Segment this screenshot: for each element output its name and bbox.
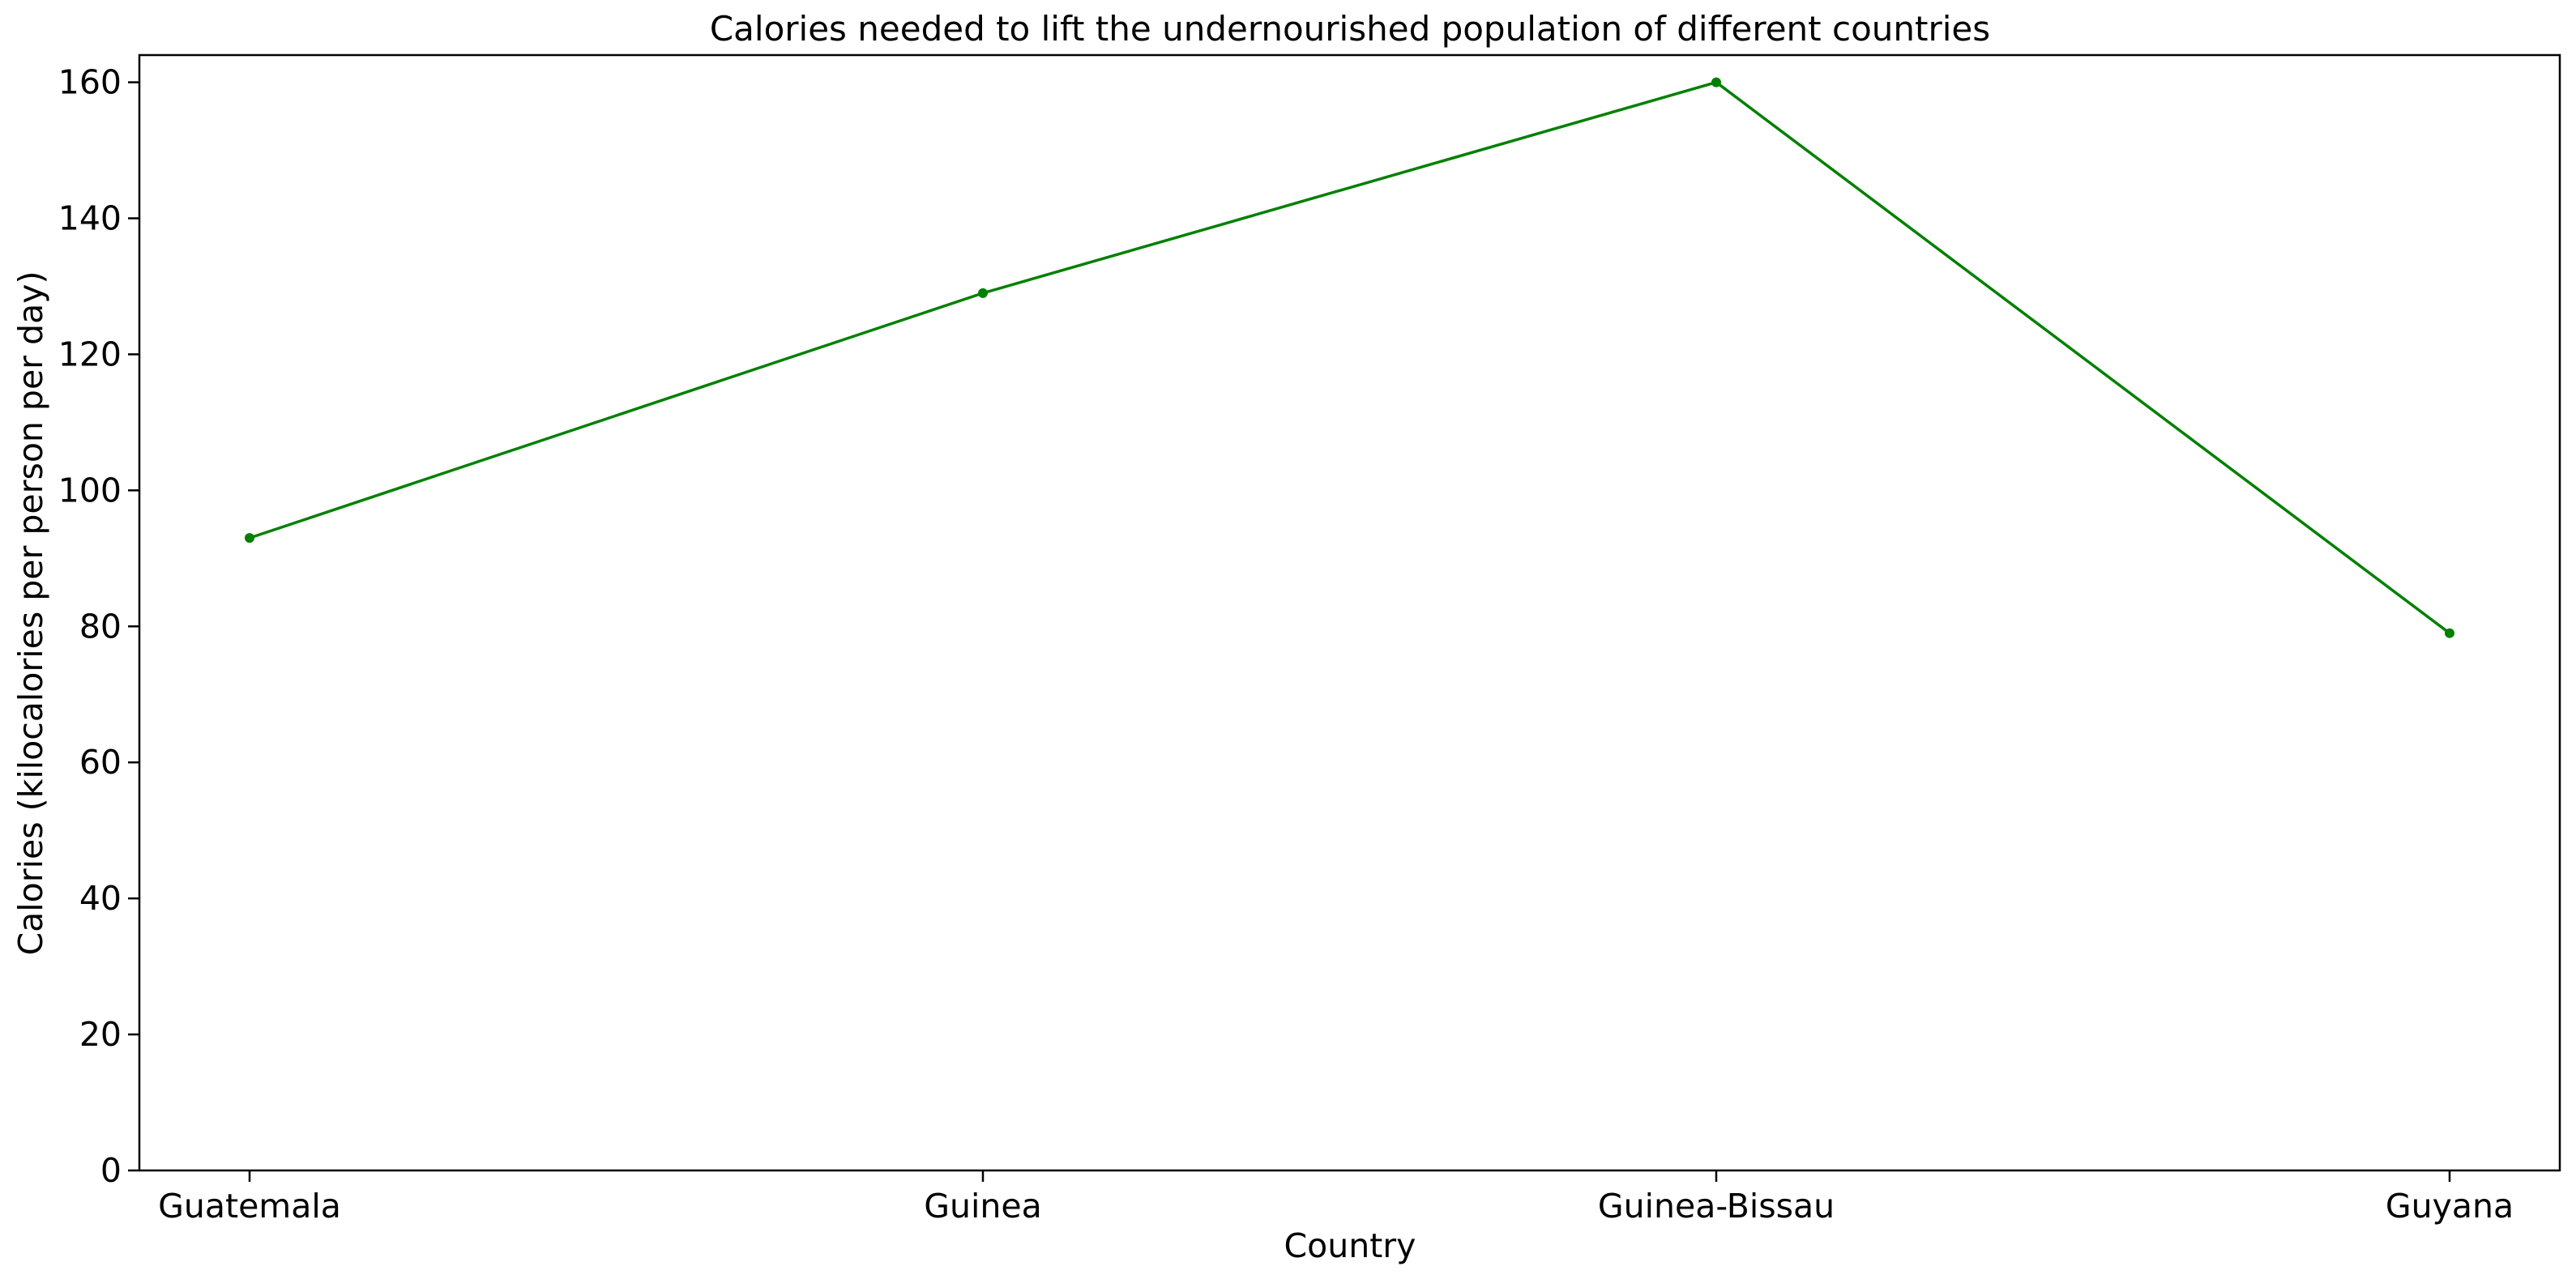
- data-point-guinea: [978, 288, 988, 298]
- plot-frame: [138, 53, 2561, 1172]
- y-tick-label: 0: [100, 1151, 122, 1190]
- y-axis: 0 20 40 60 80 100 120 140 160: [58, 63, 139, 1190]
- data-point-guinea-bissau: [1711, 77, 1721, 87]
- data-point-guatemala: [245, 533, 254, 544]
- x-tick-label: Guatemala: [158, 1187, 341, 1226]
- chart-title: Calories needed to lift the undernourish…: [710, 9, 1990, 49]
- x-axis: Guatemala Guinea Guinea-Bissau Guyana: [158, 1170, 2514, 1226]
- y-tick-label: 100: [58, 471, 122, 509]
- y-tick-label: 160: [58, 63, 122, 102]
- x-tick-label: Guinea: [924, 1187, 1041, 1226]
- data-point-guyana: [2445, 628, 2454, 638]
- x-tick-label: Guyana: [2386, 1187, 2514, 1226]
- series-line: [249, 80, 2451, 635]
- y-tick-label: 20: [79, 1015, 122, 1054]
- x-axis-label: Country: [1284, 1226, 1416, 1265]
- y-tick-label: 40: [79, 879, 122, 918]
- series-layer: [245, 77, 2454, 638]
- y-tick-label: 120: [58, 335, 122, 373]
- y-tick-label: 80: [79, 607, 122, 646]
- y-axis-label: Calories (kilocalories per person per da…: [11, 271, 50, 956]
- y-tick-label: 140: [58, 199, 122, 238]
- y-tick-label: 60: [79, 743, 122, 782]
- x-tick-label: Guinea-Bissau: [1598, 1187, 1835, 1226]
